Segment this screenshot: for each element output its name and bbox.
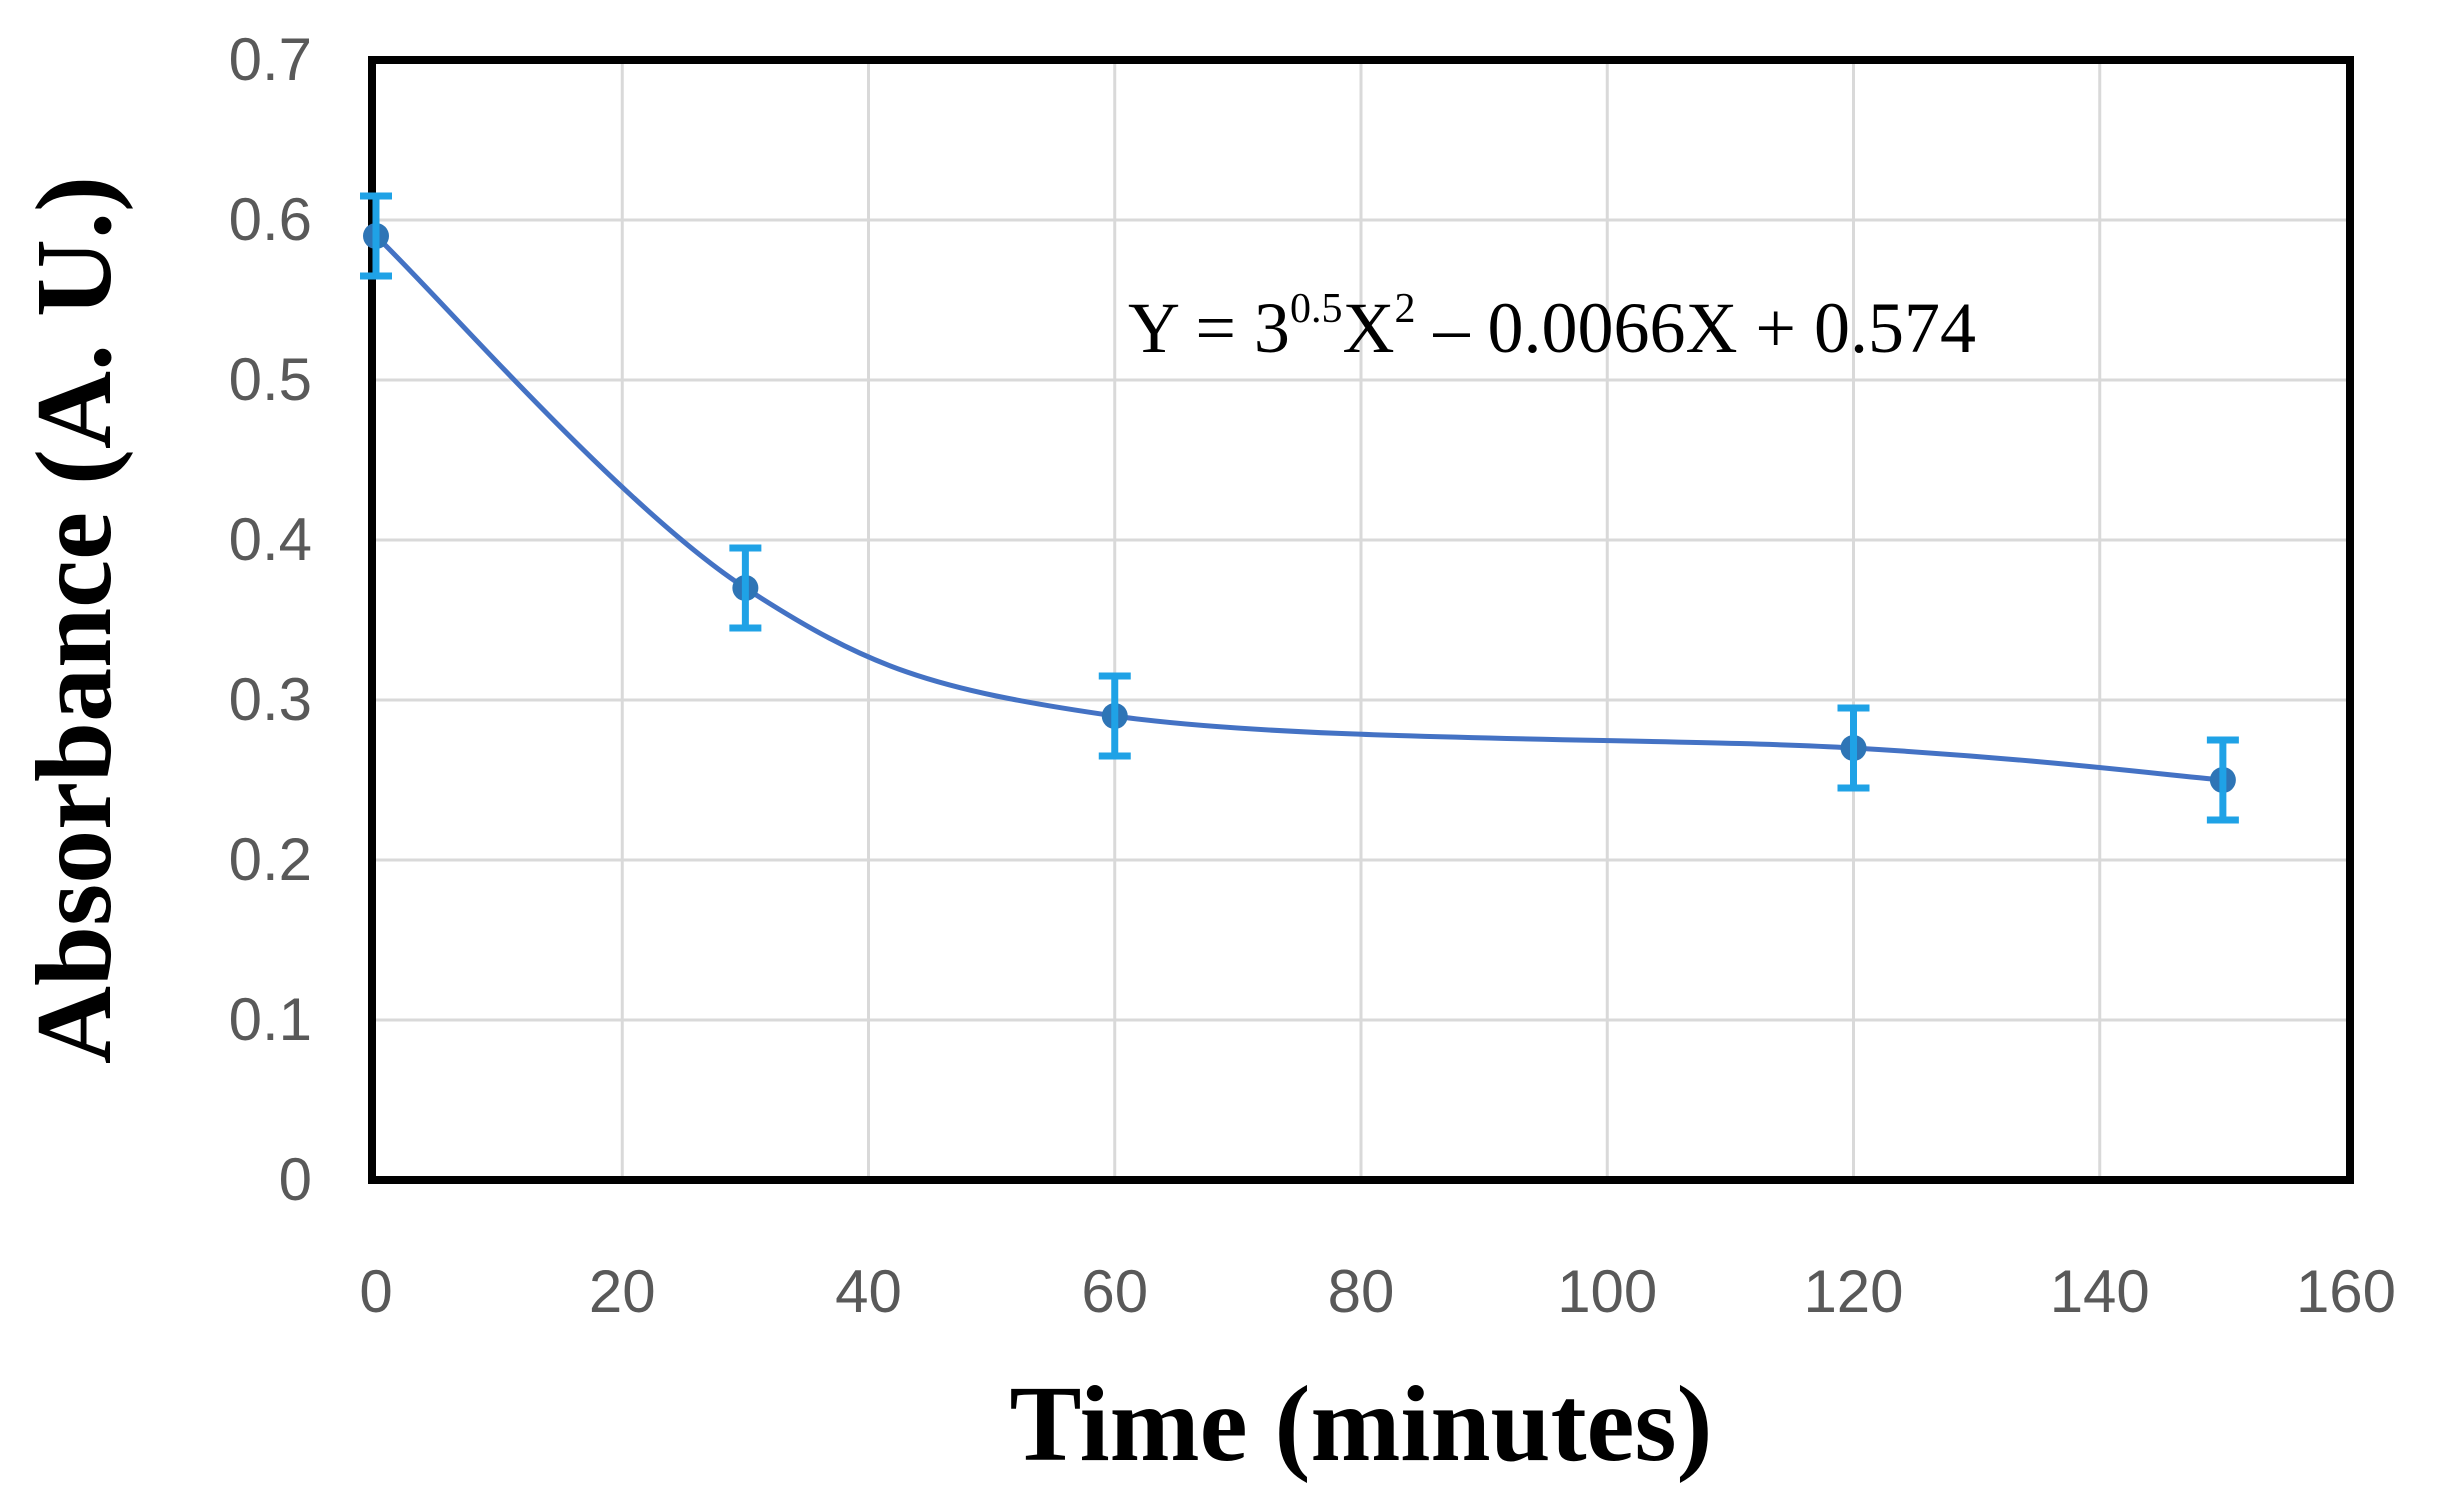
equation-annotation: Y = 30.5X2 – 0.0066X + 0.574: [1128, 286, 1976, 368]
plot-frame: [368, 56, 2354, 1184]
x-tick-label: 80: [1328, 1258, 1395, 1325]
equation-part: – 0.0066X + 0.574: [1415, 288, 1976, 368]
y-tick-label: 0.6: [229, 186, 312, 253]
y-tick-label: 0.5: [229, 346, 312, 413]
y-tick-label: 0.3: [229, 666, 312, 733]
x-tick-label: 100: [1557, 1258, 1657, 1325]
y-tick-label: 0.1: [229, 986, 312, 1053]
equation-part: X: [1342, 288, 1394, 368]
x-tick-label: 20: [589, 1258, 656, 1325]
y-tick-label: 0.4: [229, 506, 312, 573]
x-tick-label: 0: [359, 1258, 392, 1325]
y-tick-labels: 0 0.1 0.2 0.3 0.4 0.5 0.6 0.7: [229, 26, 312, 1213]
x-tick-label: 40: [835, 1258, 902, 1325]
series-line: [374, 234, 2224, 783]
x-tick-labels: 0 20 40 60 80 100 120 140 160: [359, 1258, 2396, 1325]
x-tick-label: 120: [1803, 1258, 1903, 1325]
y-axis-title: Absorbance (A. U.): [15, 176, 134, 1064]
y-tick-label: 0.7: [229, 26, 312, 93]
equation-part: Y = 3: [1128, 288, 1290, 368]
x-tick-label: 160: [2296, 1258, 2396, 1325]
y-tick-label: 0: [279, 1146, 312, 1213]
equation-superscript: 0.5: [1290, 286, 1343, 332]
x-axis-title: Time (minutes): [1010, 1365, 1713, 1484]
x-tick-label: 60: [1081, 1258, 1148, 1325]
series-group: [360, 192, 2239, 824]
equation-superscript: 2: [1394, 286, 1415, 332]
x-tick-label: 140: [2050, 1258, 2150, 1325]
y-tick-label: 0.2: [229, 826, 312, 893]
grid-lines: [376, 60, 2346, 1180]
